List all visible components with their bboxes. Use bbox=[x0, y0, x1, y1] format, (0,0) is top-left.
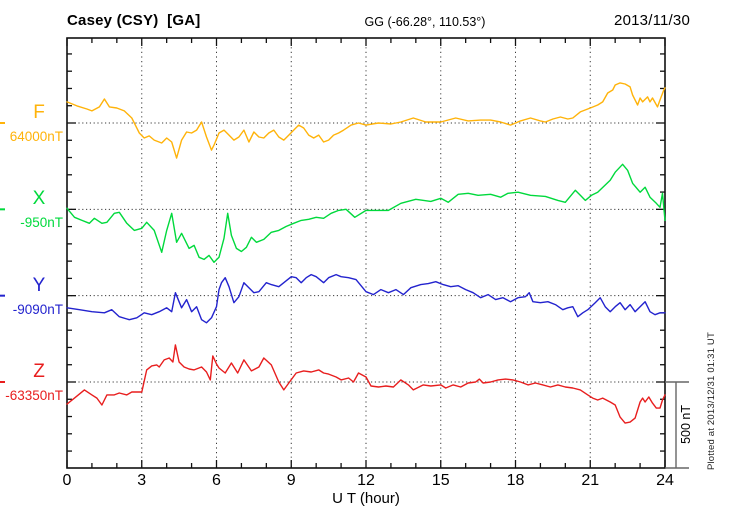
date-label: 2013/11/30 bbox=[614, 12, 690, 29]
x-tick-label-6: 6 bbox=[212, 472, 221, 489]
station-title: Casey (CSY) [GA] bbox=[67, 12, 201, 29]
baseline-value-Y: -9090nT bbox=[12, 301, 63, 317]
x-tick-label-0: 0 bbox=[62, 472, 72, 489]
plotted-timestamp-note: Plotted at 2013/12/31 01:31 UT bbox=[706, 332, 717, 471]
component-label-Y: Y bbox=[32, 274, 46, 296]
trace-X bbox=[66, 163, 666, 263]
trace-Z bbox=[66, 344, 666, 424]
edge-mark-Y bbox=[0, 294, 5, 297]
x-tick-label-9: 9 bbox=[286, 472, 296, 489]
edge-mark-Z bbox=[0, 380, 5, 383]
trace-F bbox=[66, 82, 666, 159]
component-label-F: F bbox=[33, 102, 45, 123]
baseline-value-Z: -63350nT bbox=[5, 387, 63, 403]
edge-mark-X bbox=[0, 208, 5, 211]
x-axis-title: U T (hour) bbox=[332, 490, 400, 507]
x-tick-label-18: 18 bbox=[506, 472, 525, 489]
trace-Y bbox=[66, 273, 666, 324]
plot-frame bbox=[66, 37, 666, 469]
component-label-Z: Z bbox=[33, 360, 45, 382]
x-tick-label-21: 21 bbox=[581, 472, 600, 489]
x-tick-label-15: 15 bbox=[431, 472, 450, 489]
component-label-X: X bbox=[32, 188, 46, 210]
edge-mark-F bbox=[0, 122, 5, 124]
geographic-coords-label: GG (-66.28°, 110.53°) bbox=[364, 15, 486, 29]
x-tick-label-3: 3 bbox=[137, 472, 147, 489]
baseline-value-X: -950nT bbox=[20, 215, 63, 231]
x-tick-label-12: 12 bbox=[357, 472, 375, 489]
baseline-value-F: 64000nT bbox=[9, 129, 63, 144]
scale-bar-label: 500 nT bbox=[679, 405, 693, 444]
x-tick-label-24: 24 bbox=[656, 472, 674, 489]
